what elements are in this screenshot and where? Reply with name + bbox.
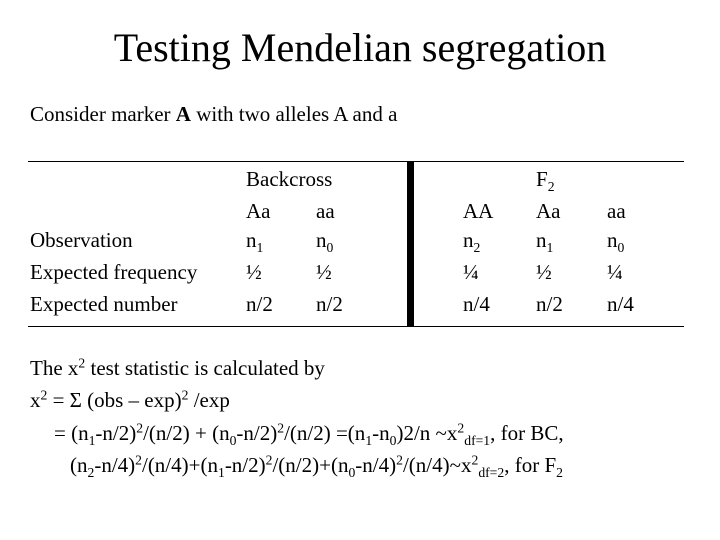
formula-line-2: x2 = Σ (obs – exp)2 /exp <box>30 387 230 412</box>
row-label-observation: Observation <box>30 228 133 252</box>
num-bc-2: n/2 <box>316 292 343 316</box>
num-bc-1: n/2 <box>246 292 273 316</box>
num-f2-1: n/4 <box>463 292 490 316</box>
table-top-rule <box>28 161 684 162</box>
num-f2-2: n/2 <box>536 292 563 316</box>
f2-genotype-aa: aa <box>607 199 626 223</box>
row-label-expected-number: Expected number <box>30 292 178 316</box>
intro-text: Consider marker A with two alleles A and… <box>30 101 397 127</box>
obs-f2-2: n1 <box>536 228 554 255</box>
freq-f2-3: ¼ <box>607 260 623 284</box>
obs-f2-3: n0 <box>607 228 625 255</box>
intro-before: Consider marker <box>30 102 176 126</box>
table-divider <box>407 162 414 326</box>
f2-header: F2 <box>536 167 555 194</box>
num-f2-3: n/4 <box>607 292 634 316</box>
bc-genotype-aa-het: Aa <box>246 199 271 223</box>
freq-bc-1: ½ <box>246 260 262 284</box>
intro-after: with two alleles A and a <box>190 102 398 126</box>
bc-genotype-aa-hom: aa <box>316 199 335 223</box>
f2-genotype-AA: AA <box>463 199 494 223</box>
formula-line-1: The x2 test statistic is calculated by <box>30 355 325 380</box>
row-label-expected-frequency: Expected frequency <box>30 260 198 284</box>
obs-f2-1: n2 <box>463 228 481 255</box>
slide-title: Testing Mendelian segregation <box>113 25 607 70</box>
intro-marker: A <box>175 102 191 126</box>
formula-line-4: (n2-n/4)2/(n/4)+(n1-n/2)2/(n/2)+(n0-n/4)… <box>70 452 563 480</box>
freq-bc-2: ½ <box>316 260 332 284</box>
obs-bc-2: n0 <box>316 228 334 255</box>
backcross-header: Backcross <box>246 167 333 191</box>
freq-f2-1: ¼ <box>463 260 479 284</box>
f2-genotype-Aa: Aa <box>536 199 561 223</box>
freq-f2-2: ½ <box>536 260 552 284</box>
formula-line-3: = (n1-n/2)2/(n/2) + (n0-n/2)2/(n/2) =(n1… <box>54 420 564 448</box>
obs-bc-1: n1 <box>246 228 264 255</box>
table-bottom-rule <box>28 326 684 327</box>
